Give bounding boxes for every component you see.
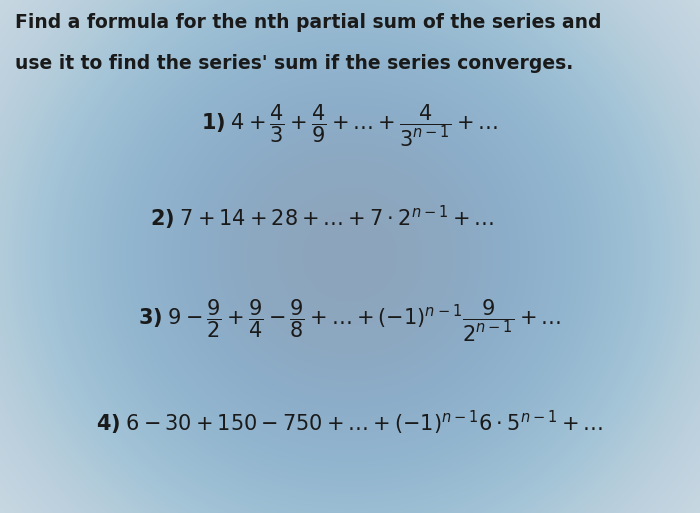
Text: Find a formula for the nth partial sum of the series and: Find a formula for the nth partial sum o… [15, 13, 602, 32]
Text: use it to find the series' sum if the series converges.: use it to find the series' sum if the se… [15, 54, 574, 73]
Text: $\mathbf{1)}\; 4 + \dfrac{4}{3} + \dfrac{4}{9} + \ldots + \dfrac{4}{3^{n-1}} + \: $\mathbf{1)}\; 4 + \dfrac{4}{3} + \dfrac… [202, 103, 498, 149]
Text: $\mathbf{3)}\; 9 - \dfrac{9}{2} + \dfrac{9}{4} - \dfrac{9}{8} + \ldots + (-1)^{n: $\mathbf{3)}\; 9 - \dfrac{9}{2} + \dfrac… [139, 298, 561, 344]
Text: $\mathbf{4)}\; 6 - 30 + 150 - 750 + \ldots + (-1)^{n-1} 6 \cdot 5^{n-1} + \ldots: $\mathbf{4)}\; 6 - 30 + 150 - 750 + \ldo… [97, 409, 603, 437]
Text: $\mathbf{2)}\; 7 + 14 + 28 + \ldots + 7 \cdot 2^{n-1} + \ldots$: $\mathbf{2)}\; 7 + 14 + 28 + \ldots + 7 … [150, 204, 494, 232]
